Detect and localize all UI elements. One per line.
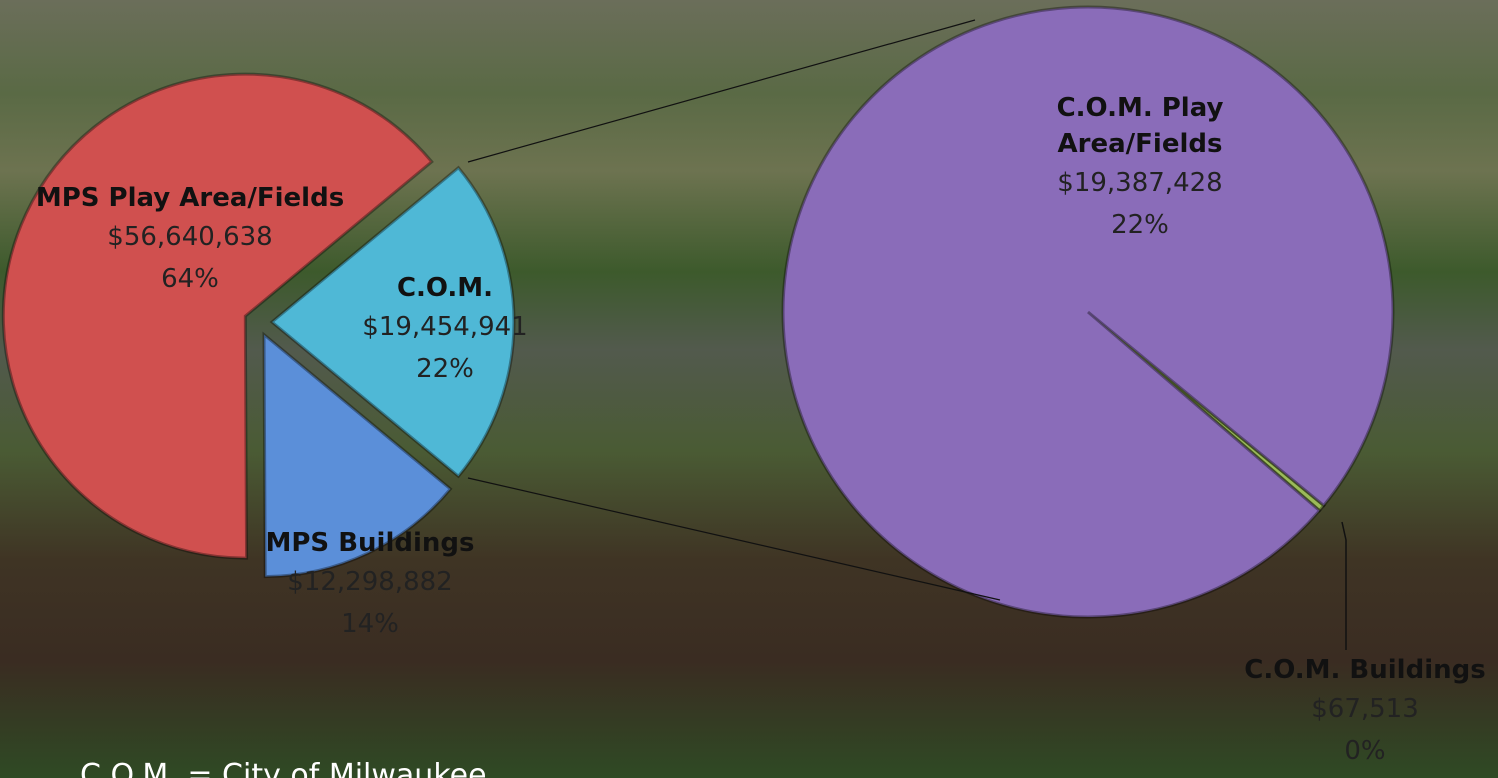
label-value: $67,513 xyxy=(1230,688,1498,730)
label-value: 22% xyxy=(340,348,550,390)
label-value: 22% xyxy=(1000,204,1280,246)
label-name: C.O.M. xyxy=(340,270,550,306)
label-name: C.O.M. Play Area/Fields xyxy=(1000,90,1280,162)
label-value: 64% xyxy=(20,258,360,300)
footnote: C.O.M. = City of Milwaukee xyxy=(80,758,487,778)
label-value: $56,640,638 xyxy=(20,216,360,258)
label-name: MPS Play Area/Fields xyxy=(20,180,360,216)
label-value: $19,387,428 xyxy=(1000,162,1280,204)
label-value: $19,454,941 xyxy=(340,306,550,348)
label-value: 0% xyxy=(1230,730,1498,772)
label-name: MPS Buildings xyxy=(255,525,485,561)
slide: C.O.M. = City of Milwaukee MPS Play Area… xyxy=(0,0,1498,778)
leader-line xyxy=(1342,522,1346,650)
label-value: 14% xyxy=(255,603,485,645)
label-value: $12,298,882 xyxy=(255,561,485,603)
label-name: C.O.M. Buildings xyxy=(1230,652,1498,688)
